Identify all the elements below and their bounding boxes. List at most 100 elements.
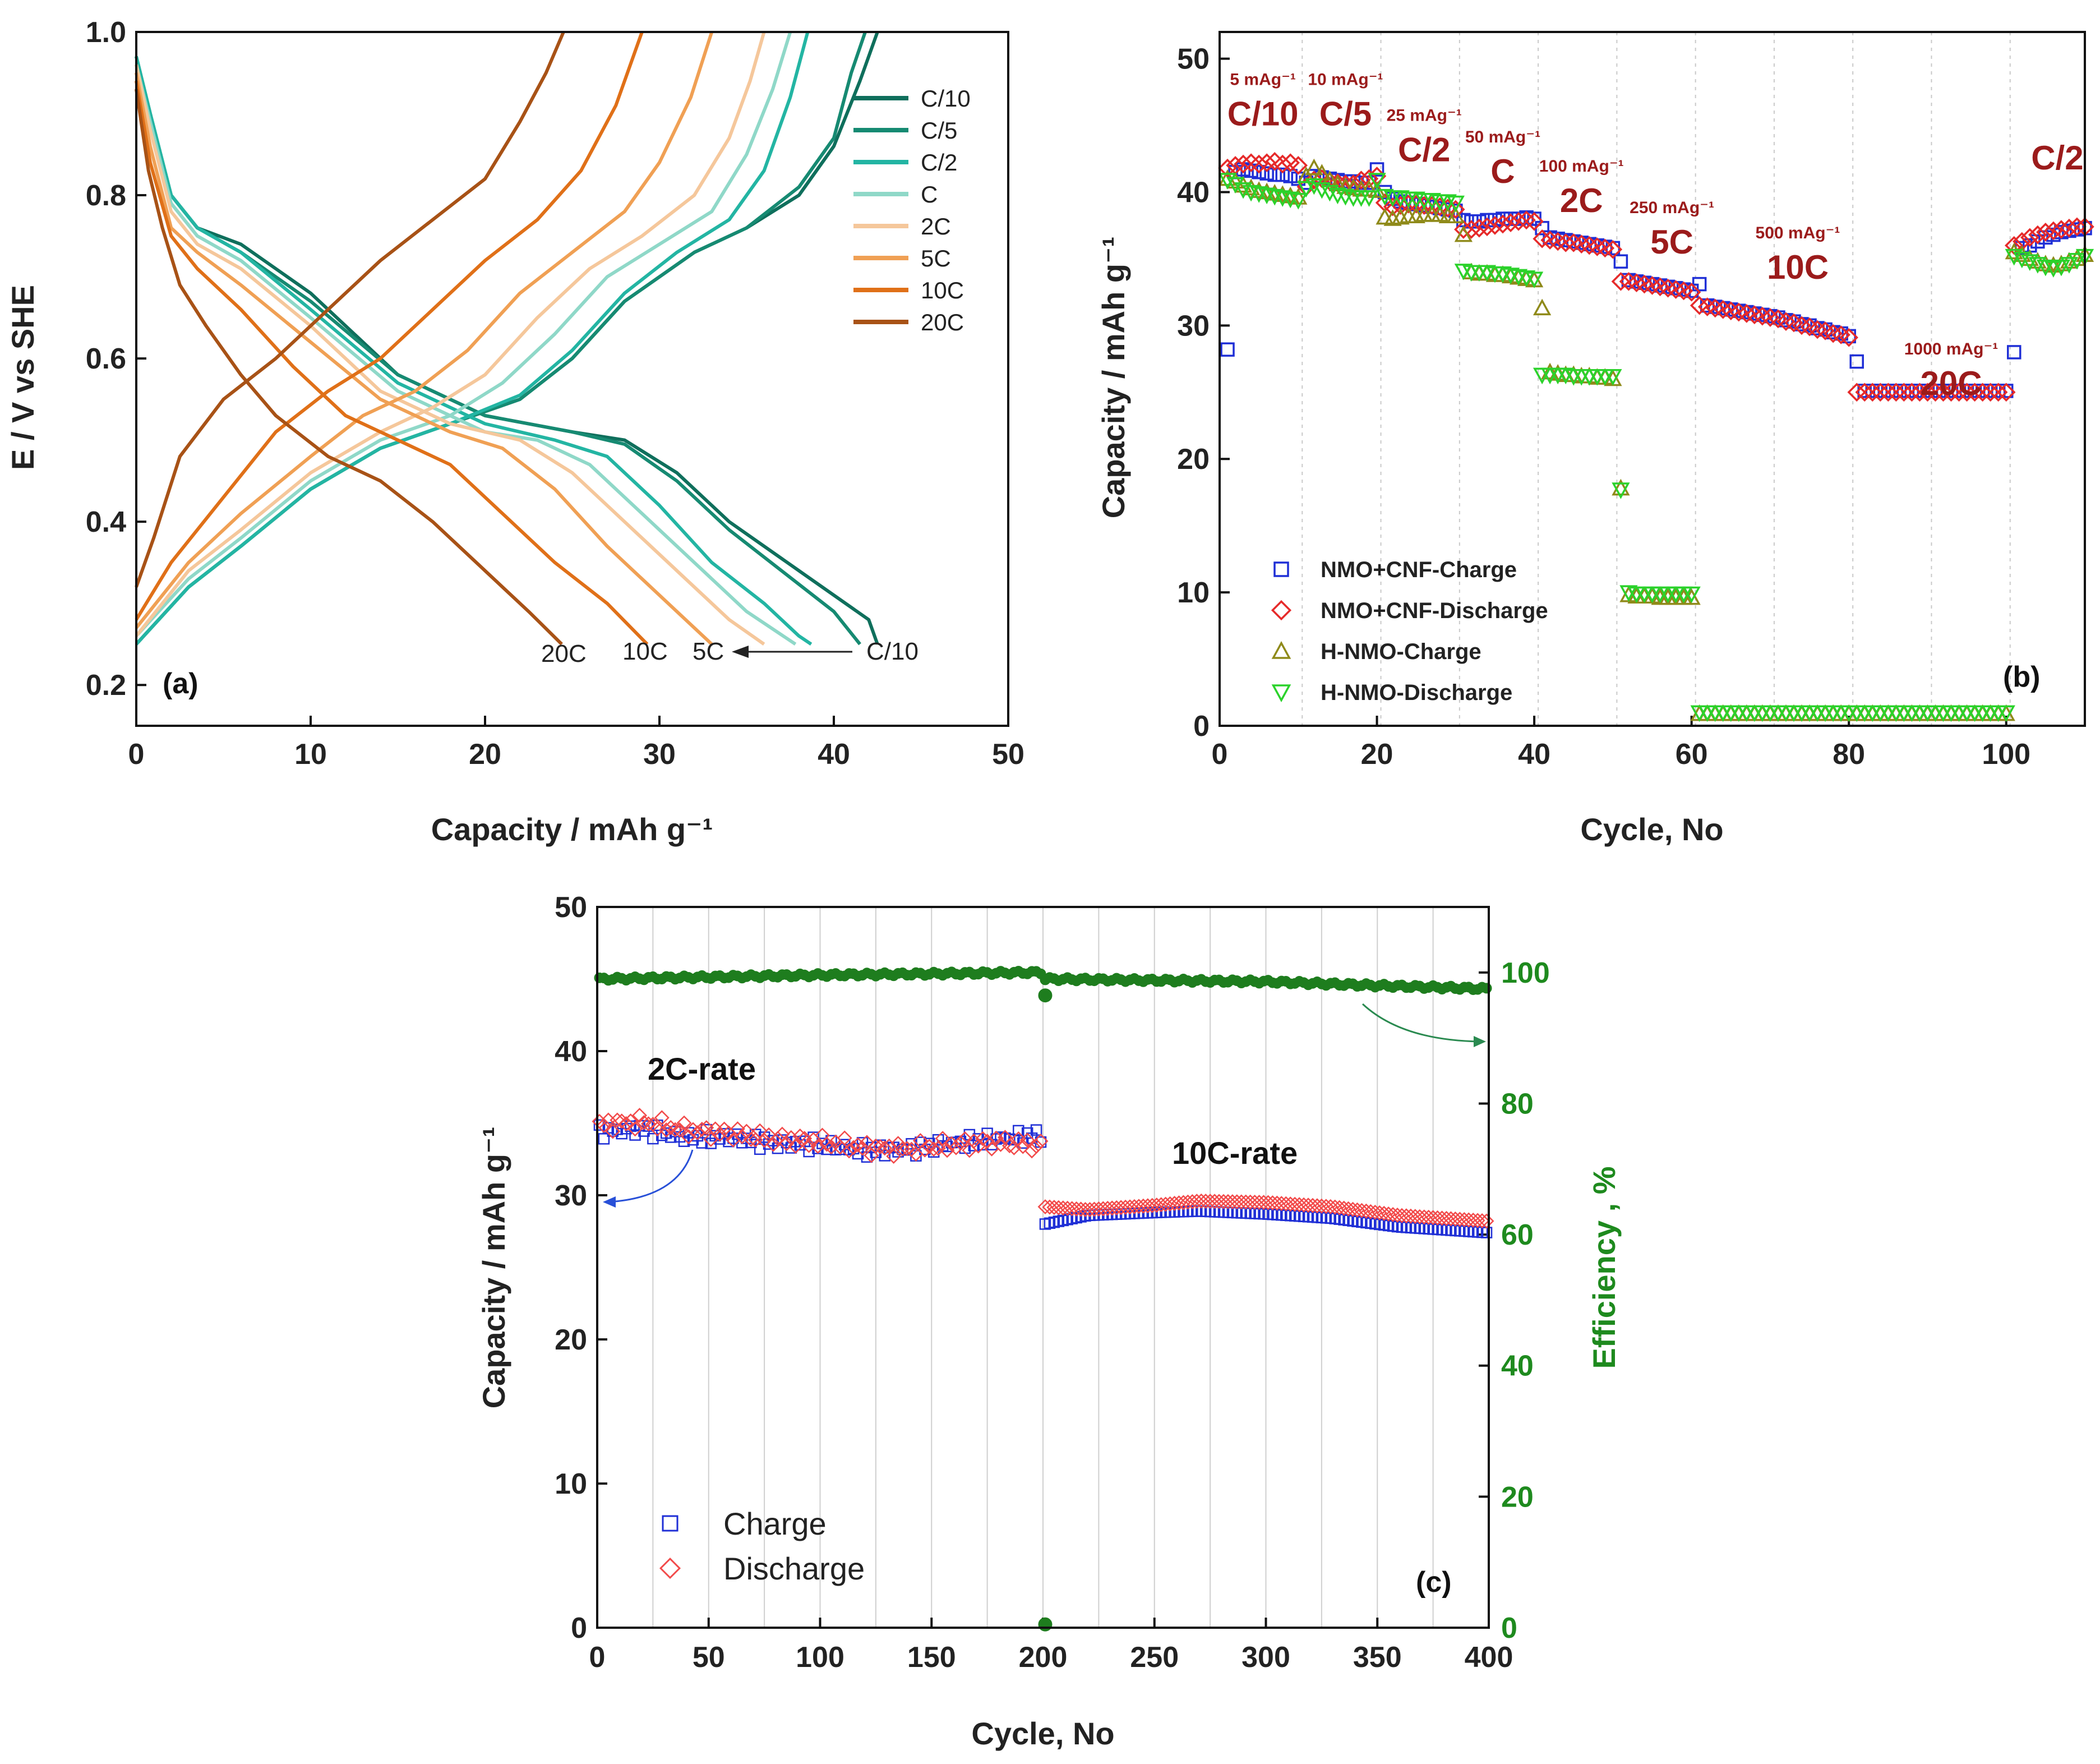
b-point-1-33 bbox=[1470, 218, 1489, 238]
c-discharge-1-209 bbox=[1055, 1200, 1071, 1216]
c-y2tick-label: 0 bbox=[1501, 1612, 1517, 1645]
b-ytick-label: 10 bbox=[1177, 577, 1210, 609]
c-discharge-1-205 bbox=[1046, 1200, 1062, 1215]
c-charge-0-189 bbox=[1013, 1125, 1024, 1137]
b-ytick-label: 40 bbox=[1177, 176, 1210, 209]
c-discharge-1-203 bbox=[1042, 1199, 1058, 1215]
c-discharge-0-121 bbox=[859, 1135, 875, 1150]
c-discharge-1-315 bbox=[1291, 1197, 1307, 1213]
panel-c-label: (c) bbox=[1416, 1566, 1452, 1599]
b-rate-label-6: 10C bbox=[1767, 248, 1829, 286]
panel-c-points bbox=[592, 965, 1494, 1632]
a-ytick-label: 0.2 bbox=[86, 669, 126, 702]
b-point-1-45 bbox=[1564, 233, 1584, 252]
c-discharge-0-91 bbox=[792, 1128, 808, 1144]
c-charge-0-197 bbox=[1030, 1124, 1042, 1136]
b-rate-label-2: C/2 bbox=[1398, 131, 1450, 169]
b-point-1-52 bbox=[1619, 272, 1639, 291]
b-point-1-108 bbox=[2060, 218, 2079, 238]
b-point-1-72 bbox=[1776, 312, 1796, 331]
c-discharge-1-339 bbox=[1345, 1201, 1360, 1217]
panel-b-frame bbox=[1219, 31, 2086, 727]
c-discharge-1-365 bbox=[1403, 1208, 1419, 1224]
b-point-2-16 bbox=[1336, 177, 1355, 194]
panel-a-curves bbox=[135, 31, 879, 646]
c-discharge-0-33 bbox=[663, 1120, 679, 1135]
c-xtick-label: 250 bbox=[1130, 1641, 1179, 1674]
c-discharge-1-305 bbox=[1269, 1195, 1285, 1211]
panel-b-ticks: 0 20 40 60 80 100 0 10 20 30 40 50 bbox=[1177, 32, 2030, 771]
b-point-1-104 bbox=[2028, 225, 2047, 245]
c-legend-marker-1 bbox=[659, 1557, 681, 1579]
c-charge-0-1 bbox=[593, 1119, 606, 1131]
c-discharge-1-383 bbox=[1443, 1211, 1459, 1227]
panel-c-anno-2c: 2C-rate bbox=[648, 1051, 756, 1086]
c-xtick-label: 200 bbox=[1019, 1641, 1068, 1674]
b-point-1-62 bbox=[1697, 297, 1717, 316]
a-legend-label-0: C/10 bbox=[921, 85, 971, 112]
b-point-1-1 bbox=[1218, 158, 1237, 178]
b-point-3-40 bbox=[1525, 271, 1544, 288]
c-discharge-0-9 bbox=[610, 1112, 625, 1128]
c-xtick-label: 100 bbox=[796, 1641, 844, 1674]
c-discharge-0-29 bbox=[654, 1110, 670, 1126]
c-discharge-1-313 bbox=[1287, 1196, 1303, 1212]
b-point-1-50 bbox=[1603, 240, 1623, 259]
c-ytick-label: 40 bbox=[555, 1035, 587, 1068]
a-ytick-label: 0.6 bbox=[86, 343, 126, 375]
c-discharge-1-371 bbox=[1416, 1209, 1432, 1225]
b-point-0-1 bbox=[1220, 342, 1235, 357]
b-point-3-50 bbox=[1604, 369, 1622, 386]
a-curve-charge-3 bbox=[135, 31, 792, 637]
b-point-1-68 bbox=[1745, 305, 1764, 325]
c-discharge-1-389 bbox=[1456, 1212, 1472, 1227]
c-xtick-label: 350 bbox=[1353, 1641, 1402, 1674]
b-point-1-96 bbox=[1965, 383, 1984, 402]
b-point-1-76 bbox=[1808, 320, 1827, 339]
b-point-1-54 bbox=[1635, 274, 1654, 294]
c-discharge-0-133 bbox=[886, 1149, 902, 1164]
b-point-1-56 bbox=[1650, 277, 1670, 297]
b-legend-label-0: NMO+CNF-Charge bbox=[1321, 558, 1517, 582]
b-point-1-100 bbox=[1996, 383, 2016, 402]
c-discharge-1-329 bbox=[1323, 1199, 1339, 1214]
panel-b-xlabel: Cycle, No bbox=[1580, 812, 1723, 847]
c-discharge-1-391 bbox=[1461, 1212, 1476, 1228]
b-point-0-81 bbox=[1849, 354, 1864, 369]
b-point-1-81 bbox=[1847, 383, 1866, 402]
panel-c-arrows bbox=[603, 1003, 1486, 1208]
c-discharge-0-69 bbox=[743, 1131, 759, 1147]
b-rate-current-5: 250 mAg⁻¹ bbox=[1630, 199, 1714, 217]
b-point-2-30 bbox=[1446, 206, 1465, 224]
b-point-1-94 bbox=[1949, 383, 1969, 402]
b-rate-label-1: C/5 bbox=[1319, 95, 1372, 133]
b-point-3-109 bbox=[2067, 253, 2087, 270]
b-point-2-60 bbox=[1682, 588, 1701, 605]
b-legend-label-3: H-NMO-Discharge bbox=[1321, 680, 1512, 705]
rate-anno-20c: 20C bbox=[541, 640, 587, 667]
c-discharge-1-335 bbox=[1336, 1200, 1352, 1216]
c-discharge-1-299 bbox=[1256, 1195, 1271, 1210]
c-discharge-0-23 bbox=[640, 1116, 656, 1132]
c-xtick-label: 400 bbox=[1465, 1641, 1513, 1674]
rate-arrow-head bbox=[732, 646, 749, 658]
c-discharge-1-303 bbox=[1264, 1195, 1280, 1211]
a-xtick-label: 40 bbox=[818, 738, 850, 771]
b-point-0-104 bbox=[2030, 234, 2045, 249]
c-ytick-label: 30 bbox=[555, 1180, 587, 1212]
c-discharge-1-357 bbox=[1385, 1206, 1401, 1222]
c-discharge-1-359 bbox=[1390, 1207, 1405, 1223]
b-point-1-60 bbox=[1682, 283, 1701, 302]
b-point-1-84 bbox=[1871, 383, 1890, 402]
b-point-1-99 bbox=[1988, 383, 2008, 402]
c-xtick-label: 0 bbox=[589, 1641, 606, 1674]
b-point-1-92 bbox=[1933, 383, 1953, 402]
c-discharge-0-193 bbox=[1019, 1132, 1035, 1148]
b-point-1-107 bbox=[2052, 220, 2071, 239]
c-discharge-1-345 bbox=[1358, 1203, 1374, 1219]
b-point-1-35 bbox=[1485, 216, 1504, 235]
c-discharge-1-285 bbox=[1225, 1194, 1240, 1210]
c-discharge-1-207 bbox=[1051, 1200, 1067, 1215]
c-discharge-0-153 bbox=[930, 1140, 946, 1156]
c-ytick-label: 20 bbox=[555, 1324, 587, 1356]
